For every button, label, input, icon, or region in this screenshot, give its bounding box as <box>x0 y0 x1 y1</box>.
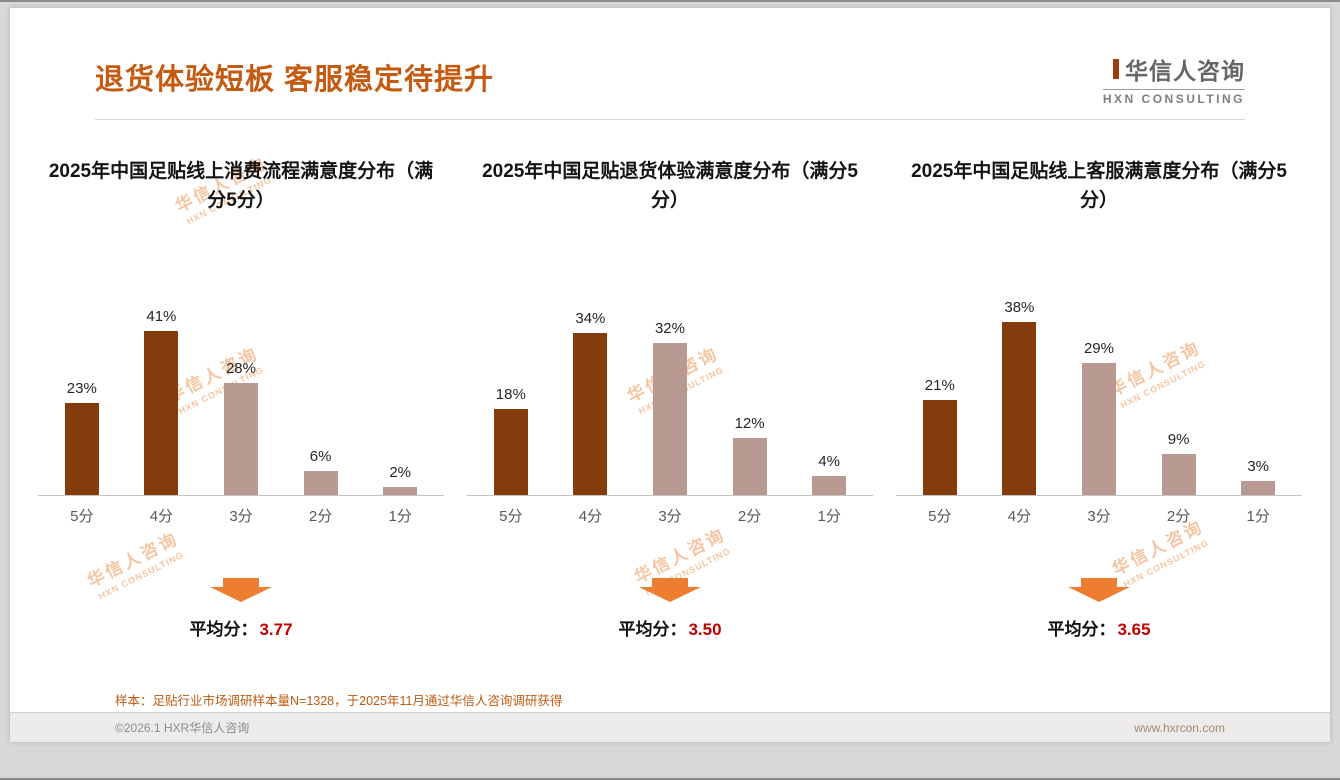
average-label: 平均分： <box>618 620 687 639</box>
bar-column: 9% <box>1139 431 1219 495</box>
average-score: 平均分： 3.77 <box>38 615 444 640</box>
bar-value-label: 18% <box>495 386 526 403</box>
category-label: 4分 <box>1007 508 1032 525</box>
bar <box>1241 481 1276 495</box>
category-label: 5分 <box>928 508 952 525</box>
chart-plot-area: 18% 34% 32% 12% 4% <box>467 250 873 496</box>
website-url: www.hxrcon.com <box>1134 720 1225 735</box>
bar <box>652 343 687 495</box>
bar-value-label: 2% <box>389 464 412 481</box>
chart-online-service: 2025年中国足贴线上客服满意度分布（满分5分） 21% 38% 29% 9% 3% 5… <box>896 158 1302 640</box>
slide-footer: ©2026.1 HXR华信人咨询 www.hxrcon.com <box>10 712 1330 742</box>
bar-value-label: 9% <box>1167 431 1190 448</box>
frame-top-line <box>0 0 1340 2</box>
bar <box>1161 454 1196 495</box>
category-label: 2分 <box>308 508 333 525</box>
down-arrow-icon <box>1068 578 1130 602</box>
chart-plot-area: 21% 38% 29% 9% 3% <box>896 250 1302 496</box>
bar-column: 4% <box>789 453 869 495</box>
bar-value-label: 38% <box>1004 299 1035 316</box>
bar-value-label: 29% <box>1083 340 1114 357</box>
chart-title: 2025年中国足贴退货体验满意度分布（满分5分） <box>482 161 858 211</box>
category-label: 1分 <box>388 508 412 525</box>
chart-title: 2025年中国足贴线上消费流程满意度分布（满分5分） <box>48 161 434 211</box>
bar-value-label: 28% <box>225 360 256 377</box>
bar-column: 38% <box>980 299 1060 495</box>
category-label: 1分 <box>817 508 841 525</box>
bar-column: 23% <box>42 380 122 495</box>
slide-header: 退货体验短板 客服稳定待提升 华信人咨询 HXN CONSULTING <box>95 42 1245 120</box>
category-label: 4分 <box>149 508 174 525</box>
copyright-text: ©2026.1 HXR华信人咨询 <box>115 721 250 735</box>
category-label: 2分 <box>737 508 762 525</box>
average-label: 平均分： <box>189 620 258 639</box>
bar <box>303 471 338 495</box>
chart-consumption-process: 2025年中国足贴线上消费流程满意度分布（满分5分） 23% 41% 28% 6% 2%… <box>38 158 444 640</box>
bar <box>64 403 99 495</box>
chart-category-axis: 5分 4分 3分 2分 1分 <box>38 505 444 526</box>
category-label: 3分 <box>1087 508 1111 525</box>
sample-footnote: 样本：足贴行业市场调研样本量N=1328，于2025年11月通过华信人咨询调研获… <box>115 694 563 708</box>
slide: 退货体验短板 客服稳定待提升 华信人咨询 HXN CONSULTING 华信人咨… <box>10 8 1330 742</box>
down-arrow-icon <box>639 578 701 602</box>
category-label: 3分 <box>658 508 682 525</box>
bar <box>573 333 608 495</box>
company-logo: 华信人咨询 HXN CONSULTING <box>1102 52 1245 106</box>
average-score: 平均分： 3.50 <box>467 615 873 640</box>
bar-value-label: 32% <box>654 320 685 337</box>
bar <box>1081 363 1116 495</box>
average-label: 平均分： <box>1047 620 1116 639</box>
bar-value-label: 3% <box>1247 458 1270 475</box>
average-value: 3.77 <box>259 620 293 639</box>
bar-column: 6% <box>281 448 361 495</box>
category-label: 1分 <box>1246 508 1270 525</box>
category-label: 3分 <box>229 508 253 525</box>
bar-value-label: 6% <box>309 448 332 465</box>
average-score: 平均分： 3.65 <box>896 615 1302 640</box>
bar-value-label: 34% <box>575 310 606 327</box>
bar-value-label: 41% <box>146 308 177 325</box>
bar-column: 18% <box>471 386 551 495</box>
bar-column: 34% <box>551 310 631 495</box>
bar-column: 2% <box>360 464 440 495</box>
chart-return-experience: 2025年中国足贴退货体验满意度分布（满分5分） 18% 34% 32% 12% 4% … <box>467 158 873 640</box>
logo-text-en: HXN CONSULTING <box>1102 89 1245 106</box>
bar-column: 29% <box>1059 340 1139 495</box>
bar-column: 28% <box>201 360 281 495</box>
average-value: 3.50 <box>688 620 722 639</box>
bar-column: 12% <box>710 415 790 495</box>
bar <box>732 438 767 495</box>
frame-bottom-line <box>0 778 1340 780</box>
chart-title: 2025年中国足贴线上客服满意度分布（满分5分） <box>911 161 1287 211</box>
page-title: 退货体验短板 客服稳定待提升 <box>95 64 495 96</box>
bar <box>383 487 418 495</box>
down-arrow-icon <box>210 578 272 602</box>
bar-value-label: 4% <box>818 453 841 470</box>
bar <box>922 400 957 495</box>
logo-text-cn: 华信人咨询 <box>1125 58 1245 84</box>
category-label: 4分 <box>578 508 603 525</box>
bar <box>493 409 528 495</box>
category-label: 5分 <box>499 508 523 525</box>
bar-value-label: 12% <box>734 415 765 432</box>
bar-column: 3% <box>1218 458 1298 495</box>
bar <box>1002 322 1037 495</box>
bar-column: 41% <box>122 308 202 495</box>
category-label: 2分 <box>1166 508 1191 525</box>
bar-column: 32% <box>630 320 710 495</box>
chart-category-axis: 5分 4分 3分 2分 1分 <box>896 505 1302 526</box>
bar <box>144 331 179 495</box>
charts-row: 2025年中国足贴线上消费流程满意度分布（满分5分） 23% 41% 28% 6% 2%… <box>38 158 1302 640</box>
chart-category-axis: 5分 4分 3分 2分 1分 <box>467 505 873 526</box>
bar-column: 21% <box>900 377 980 495</box>
chart-plot-area: 23% 41% 28% 6% 2% <box>38 250 444 496</box>
logo-mark-icon <box>1113 59 1119 79</box>
average-value: 3.65 <box>1117 620 1151 639</box>
category-label: 5分 <box>70 508 94 525</box>
bar <box>223 383 258 495</box>
bar-value-label: 21% <box>924 377 955 394</box>
bar-value-label: 23% <box>66 380 97 397</box>
bar <box>812 476 847 495</box>
